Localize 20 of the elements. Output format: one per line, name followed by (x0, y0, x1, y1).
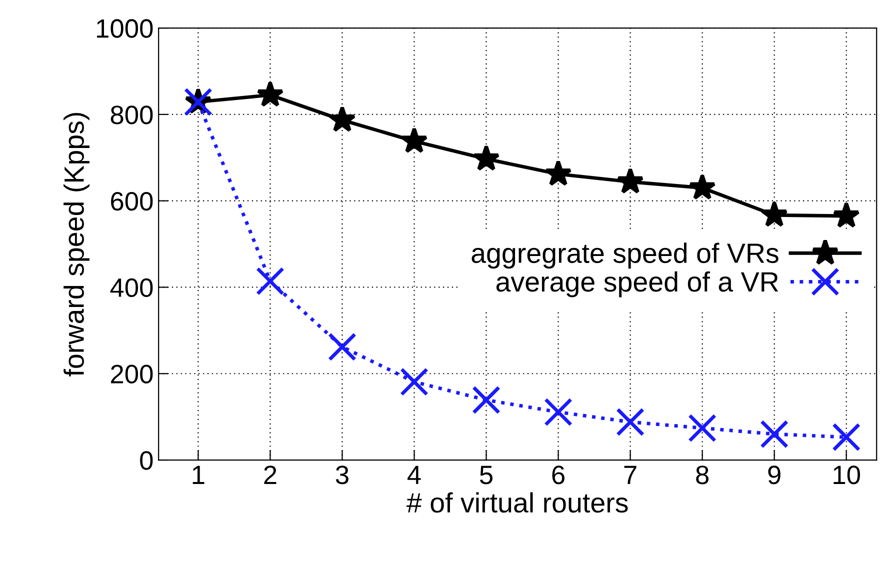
x-tick-label: 3 (336, 466, 348, 484)
y-tick-label: 1000 (97, 19, 153, 38)
legend-label: average speed of a VR (496, 271, 778, 298)
legend-label: aggregrate speed of VRs (472, 242, 778, 269)
x-tick-label: 2 (264, 466, 276, 484)
y-tick-label: 0 (140, 451, 153, 470)
x-tick-label: 8 (696, 466, 709, 484)
y-tick-label: 800 (110, 106, 153, 124)
x-tick-label: 1 (192, 466, 204, 484)
y-axis-title: forward speed (Kpps) (64, 112, 90, 376)
x-tick-label: 7 (624, 466, 636, 484)
x-tick-label: 9 (768, 466, 780, 484)
y-tick-label: 200 (111, 364, 153, 384)
x-tick-label: 5 (480, 466, 492, 484)
y-tick-label: 400 (110, 278, 153, 298)
x-tick-label: 4 (408, 466, 421, 484)
y-tick-label: 600 (111, 192, 153, 211)
x-tick-label: 10 (834, 466, 860, 484)
x-tick-label: 6 (552, 466, 564, 484)
x-axis-title: # of virtual routers (406, 492, 628, 513)
